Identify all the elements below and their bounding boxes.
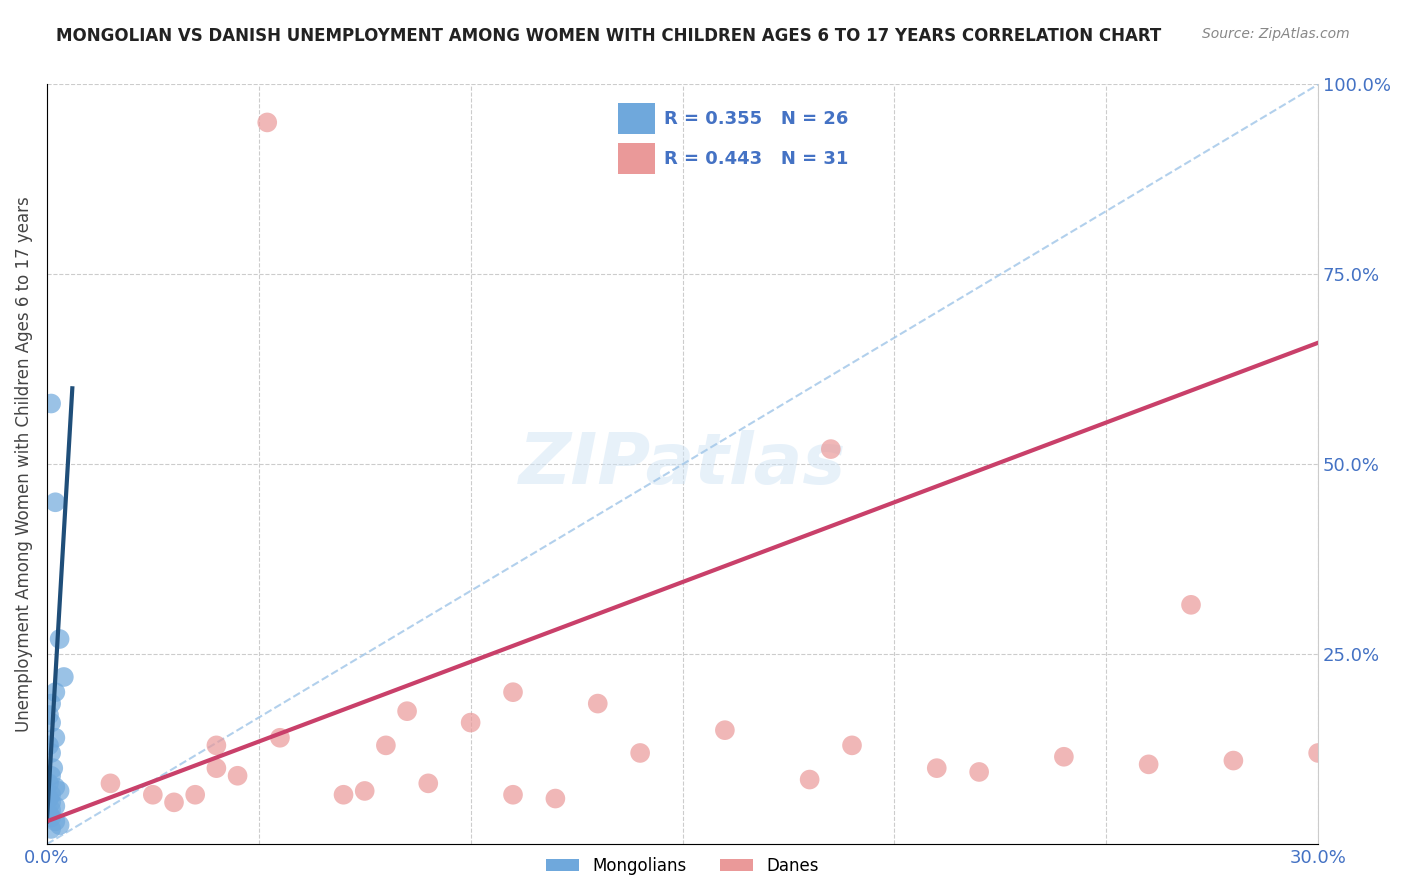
Text: ZIPatlas: ZIPatlas bbox=[519, 430, 846, 499]
Point bbox=[1053, 749, 1076, 764]
Text: MONGOLIAN VS DANISH UNEMPLOYMENT AMONG WOMEN WITH CHILDREN AGES 6 TO 17 YEARS CO: MONGOLIAN VS DANISH UNEMPLOYMENT AMONG W… bbox=[56, 27, 1161, 45]
Point bbox=[38, 791, 60, 805]
Point bbox=[39, 795, 62, 809]
Point bbox=[184, 788, 207, 802]
Point bbox=[967, 764, 990, 779]
Point bbox=[39, 769, 62, 783]
Point bbox=[39, 396, 62, 410]
Point bbox=[38, 708, 60, 723]
Text: R = 0.355   N = 26: R = 0.355 N = 26 bbox=[664, 110, 849, 128]
Point bbox=[205, 761, 228, 775]
Point bbox=[39, 822, 62, 836]
Point bbox=[39, 715, 62, 730]
Point bbox=[100, 776, 122, 790]
Point bbox=[205, 739, 228, 753]
Point bbox=[353, 784, 375, 798]
Point bbox=[44, 685, 66, 699]
Y-axis label: Unemployment Among Women with Children Ages 6 to 17 years: Unemployment Among Women with Children A… bbox=[15, 196, 32, 732]
Point bbox=[39, 697, 62, 711]
Point bbox=[39, 746, 62, 760]
Point bbox=[1137, 757, 1160, 772]
Point bbox=[44, 495, 66, 509]
Point bbox=[44, 799, 66, 814]
Point bbox=[820, 442, 842, 456]
Point bbox=[48, 784, 70, 798]
Point bbox=[1308, 746, 1330, 760]
Point bbox=[418, 776, 440, 790]
FancyBboxPatch shape bbox=[617, 143, 655, 174]
Point bbox=[48, 818, 70, 832]
Point bbox=[48, 632, 70, 646]
Text: R = 0.443   N = 31: R = 0.443 N = 31 bbox=[664, 150, 849, 168]
Point bbox=[925, 761, 948, 775]
Point bbox=[39, 788, 62, 802]
Point bbox=[460, 715, 482, 730]
Point bbox=[38, 776, 60, 790]
Point bbox=[256, 115, 278, 129]
Point bbox=[44, 814, 66, 829]
Point bbox=[332, 788, 354, 802]
Text: Source: ZipAtlas.com: Source: ZipAtlas.com bbox=[1202, 27, 1350, 41]
Point bbox=[226, 769, 249, 783]
Point bbox=[42, 761, 65, 775]
Point bbox=[52, 670, 75, 684]
Point bbox=[714, 723, 737, 738]
Point bbox=[1222, 754, 1244, 768]
Point bbox=[163, 795, 186, 809]
Point bbox=[502, 788, 524, 802]
Point bbox=[799, 772, 821, 787]
Point bbox=[1180, 598, 1202, 612]
Point bbox=[269, 731, 291, 745]
Point bbox=[628, 746, 651, 760]
Point bbox=[544, 791, 567, 805]
Point bbox=[44, 780, 66, 794]
Point bbox=[502, 685, 524, 699]
Point bbox=[38, 806, 60, 821]
Point bbox=[841, 739, 863, 753]
Point bbox=[374, 739, 396, 753]
Point bbox=[38, 739, 60, 753]
Point bbox=[44, 731, 66, 745]
FancyBboxPatch shape bbox=[617, 103, 655, 134]
Point bbox=[39, 811, 62, 825]
Point bbox=[142, 788, 165, 802]
Point bbox=[586, 697, 609, 711]
Point bbox=[396, 704, 419, 718]
Legend: Mongolians, Danes: Mongolians, Danes bbox=[538, 850, 825, 881]
Point bbox=[39, 803, 62, 817]
